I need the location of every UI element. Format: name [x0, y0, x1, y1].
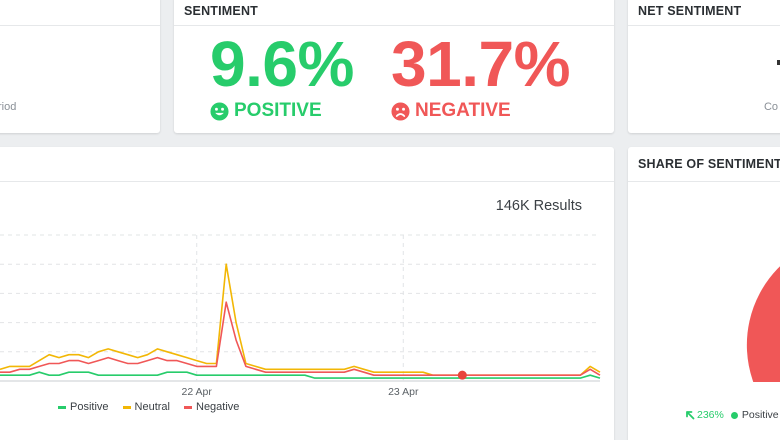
left-card-caption: riod [0, 101, 16, 113]
change-indicator: 236% [685, 409, 724, 421]
negative-percentage: 31.7% [391, 32, 570, 96]
net-sentiment-card: NET SENTIMENT Co [628, 0, 780, 133]
legend-label-positive: Positive [70, 401, 109, 413]
chart-legend: Positive Neutral Negative [58, 401, 239, 413]
left-summary-card: riod [0, 0, 160, 133]
positive-label: POSITIVE [210, 100, 322, 122]
legend-item-positive[interactable]: Positive [58, 401, 109, 413]
legend-swatch-negative [184, 406, 192, 409]
smile-icon [210, 102, 229, 121]
pie-label-negative: 31 [769, 251, 780, 263]
share-of-sentiment-card: SHARE OF SENTIMENT 31 236% Positive [628, 147, 780, 440]
change-value: 236% [697, 409, 724, 421]
legend-label-neutral: Neutral [135, 401, 170, 413]
series-line-neutral[interactable] [0, 264, 600, 375]
positive-label-text: POSITIVE [234, 100, 322, 122]
series-line-negative[interactable] [0, 302, 600, 375]
sentiment-card-title: SENTIMENT [174, 0, 614, 26]
share-of-sentiment-title: SHARE OF SENTIMENT [628, 147, 780, 182]
legend-item-negative[interactable]: Negative [184, 401, 239, 413]
legend-swatch-positive [58, 406, 66, 409]
x-tick-label: 23 Apr [388, 386, 419, 397]
arrow-up-left-icon [685, 410, 695, 420]
sentiment-line-chart: 22 Apr 23 Apr [0, 147, 614, 397]
negative-label-text: NEGATIVE [415, 100, 511, 122]
positive-percentage: 9.6% [210, 32, 354, 96]
legend-label-negative: Negative [196, 401, 239, 413]
share-footer: 236% Positive [685, 409, 779, 421]
sentiment-card: SENTIMENT 9.6% 31.7% POSITIVE NEGATIVE [174, 0, 614, 133]
highlighted-data-point[interactable] [458, 371, 467, 380]
net-sentiment-caption: Co [764, 101, 778, 113]
legend-swatch-neutral [123, 406, 131, 409]
negative-label: NEGATIVE [391, 100, 511, 122]
frown-icon [391, 102, 410, 121]
share-legend-positive[interactable]: Positive [742, 409, 779, 421]
legend-dot-positive [731, 412, 738, 419]
sentiment-trend-card: 146K Results 22 Apr 23 Apr Positive Neutr… [0, 147, 614, 440]
net-sentiment-title: NET SENTIMENT [628, 0, 780, 26]
x-tick-label: 22 Apr [182, 386, 213, 397]
legend-item-neutral[interactable]: Neutral [123, 401, 170, 413]
left-card-header [0, 0, 160, 26]
share-pie-chart [628, 182, 780, 382]
